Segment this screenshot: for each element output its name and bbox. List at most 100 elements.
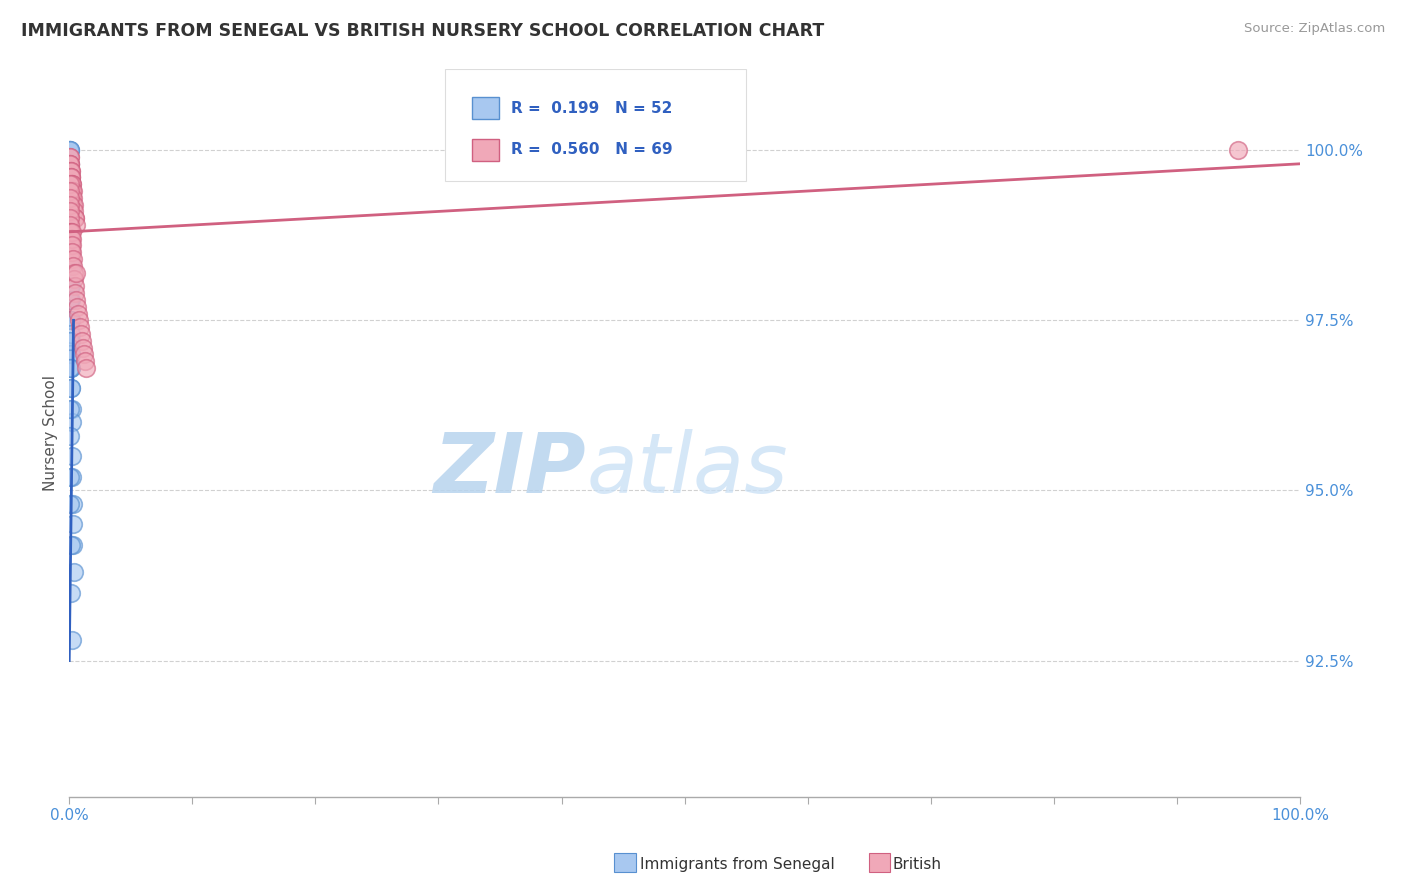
Point (59, 157, 82, 171)
Point (69, 320, 91, 334)
Text: British: British (893, 857, 942, 872)
Point (60, 232, 83, 246)
Point (59, 293, 82, 307)
Point (59, 429, 82, 443)
Point (62, 197, 84, 211)
Point (59, 232, 82, 246)
Point (59, 211, 82, 226)
Point (59, 170, 82, 185)
Point (58, 211, 80, 226)
Point (70, 334, 93, 348)
Point (59, 178, 82, 192)
Point (63, 204, 86, 219)
Point (60, 360, 83, 375)
Point (59, 238, 82, 252)
Point (75, 360, 97, 375)
Point (59, 197, 82, 211)
Point (60, 238, 83, 252)
Point (59, 178, 82, 192)
Point (59, 313, 82, 327)
Point (59, 347, 82, 361)
Point (60, 170, 83, 185)
Point (62, 184, 84, 198)
Point (58, 157, 80, 171)
Point (60, 252, 83, 266)
Point (59, 225, 82, 239)
Point (60, 184, 83, 198)
Point (60, 184, 83, 198)
Point (62, 497, 84, 511)
Point (59, 232, 82, 246)
Point (59, 245, 82, 260)
Point (62, 266, 84, 280)
Point (62, 197, 84, 211)
Point (59, 259, 82, 273)
Point (59, 245, 82, 260)
Point (59, 497, 82, 511)
Point (59, 218, 82, 232)
Point (59, 150, 82, 164)
Point (59, 347, 82, 361)
Point (62, 191, 84, 205)
Point (62, 191, 84, 205)
Point (60, 232, 83, 246)
Point (59, 334, 82, 348)
Point (62, 565, 84, 579)
Point (65, 218, 87, 232)
Point (60, 633, 83, 648)
Point (60, 245, 83, 260)
Point (59, 313, 82, 327)
Point (59, 470, 82, 484)
Point (63, 279, 86, 293)
Point (60, 170, 83, 185)
Point (59, 225, 82, 239)
Point (59, 157, 82, 171)
Text: Source: ZipAtlas.com: Source: ZipAtlas.com (1244, 22, 1385, 36)
Point (66, 300, 89, 314)
Point (72, 341, 94, 355)
Point (59, 178, 82, 192)
Point (66, 306, 89, 320)
Point (65, 286, 87, 301)
Point (60, 178, 83, 192)
Text: IMMIGRANTS FROM SENEGAL VS BRITISH NURSERY SCHOOL CORRELATION CHART: IMMIGRANTS FROM SENEGAL VS BRITISH NURSE… (21, 22, 824, 40)
Point (60, 225, 83, 239)
Point (62, 538, 84, 552)
Point (59, 143, 82, 157)
Point (60, 178, 83, 192)
Point (59, 178, 82, 192)
Point (59, 163, 82, 178)
Point (69, 326, 91, 341)
Point (59, 401, 82, 416)
Point (63, 211, 86, 226)
Point (60, 585, 83, 599)
Text: atlas: atlas (586, 428, 787, 509)
Point (63, 211, 86, 226)
Point (59, 211, 82, 226)
Point (73, 354, 96, 368)
Point (59, 204, 82, 219)
Point (59, 197, 82, 211)
Point (60, 184, 83, 198)
Text: R =  0.560   N = 69: R = 0.560 N = 69 (512, 143, 672, 157)
Point (62, 259, 84, 273)
Point (67, 313, 90, 327)
Point (59, 157, 82, 171)
Point (59, 191, 82, 205)
Y-axis label: Nursery School: Nursery School (44, 375, 58, 491)
Point (58, 143, 80, 157)
Text: ZIP: ZIP (433, 428, 586, 509)
Point (60, 245, 83, 260)
Point (62, 252, 84, 266)
Point (59, 163, 82, 178)
Point (59, 184, 82, 198)
Bar (471, 138, 499, 161)
Point (62, 517, 84, 532)
Text: Immigrants from Senegal: Immigrants from Senegal (640, 857, 835, 872)
Point (59, 163, 82, 178)
Point (59, 360, 82, 375)
Text: R =  0.199   N = 52: R = 0.199 N = 52 (512, 101, 672, 116)
Point (59, 334, 82, 348)
Point (59, 279, 82, 293)
Point (73, 347, 96, 361)
